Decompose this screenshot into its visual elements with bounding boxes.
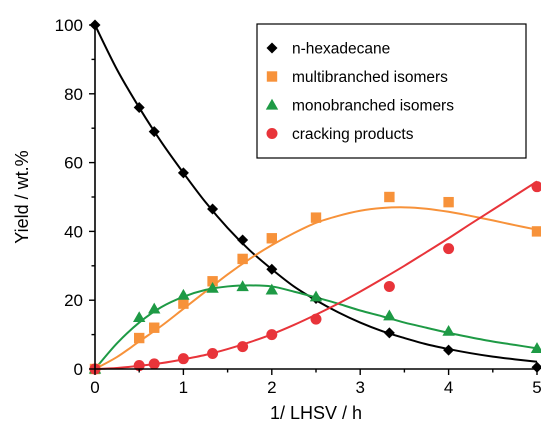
n-hexadecane-point	[266, 263, 278, 275]
legend-multibranched-isomers-label: multibranched isomers	[292, 69, 448, 86]
x-tick-label: 2	[267, 378, 276, 397]
y-tick-label: 0	[74, 360, 83, 379]
legend-cracking-products-marker	[266, 128, 278, 139]
y-tick-label: 60	[64, 154, 83, 173]
x-tick-label: 5	[532, 378, 541, 397]
monobranched-isomers-point	[383, 309, 396, 321]
cracking-products-fit-line	[94, 180, 538, 370]
multibranched-isomers-point	[443, 196, 454, 208]
monobranched-isomers-point	[148, 302, 161, 314]
monobranched-isomers-point	[309, 290, 323, 302]
multibranched-isomers-point	[384, 191, 395, 203]
monobranched-isomers-point	[133, 311, 146, 323]
cracking-products-point	[266, 329, 278, 341]
legend-cracking-products-label: cracking products	[292, 126, 414, 143]
cracking-products-point	[443, 243, 455, 255]
n-hexadecane-point	[148, 126, 160, 138]
x-tick-label: 4	[444, 378, 453, 397]
multibranched-isomers-point	[310, 212, 322, 223]
cracking-products-point	[237, 341, 249, 353]
cracking-products-point	[383, 280, 395, 292]
y-tick-label: 80	[64, 85, 83, 104]
multibranched-isomers-point	[178, 298, 189, 309]
monobranched-isomers-point	[206, 281, 219, 293]
legend-multibranched-isomers-marker	[266, 71, 278, 82]
monobranched-isomers-point	[177, 288, 190, 300]
cracking-products-point	[310, 313, 322, 325]
cracking-products-point	[148, 358, 160, 370]
x-tick-label: 1	[179, 378, 188, 397]
n-hexadecane-point	[237, 234, 249, 246]
monobranched-isomers-point	[442, 324, 455, 336]
multibranched-isomers-point	[149, 322, 160, 333]
cracking-products-point	[531, 181, 541, 193]
monobranched-isomers-point	[236, 280, 249, 292]
x-tick-label: 3	[355, 378, 364, 397]
multibranched-isomers-fit-line	[94, 206, 538, 370]
legend: n-hexadecane multibranched isomers monobra…	[256, 23, 527, 159]
multibranched-isomers-point	[237, 253, 248, 265]
y-tick-label: 40	[64, 222, 83, 241]
axes	[94, 23, 539, 370]
multibranched-isomers-point	[134, 332, 145, 344]
n-hexadecane-point	[383, 327, 395, 339]
n-hexadecane-point	[443, 344, 455, 356]
multibranched-isomers-point	[266, 233, 277, 244]
n-hexadecane-point	[133, 102, 145, 114]
legend-monobranched-isomers-label: monobranched isomers	[292, 98, 454, 115]
monobranched-isomers-point	[530, 342, 541, 354]
multibranched-isomers-point	[207, 276, 218, 287]
legend-monobranched-isomers-marker	[265, 98, 279, 110]
cracking-products-point	[177, 353, 189, 365]
n-hexadecane-point	[207, 203, 219, 215]
multibranched-isomers-point	[531, 226, 541, 237]
x-tick-label: 0	[90, 378, 99, 397]
n-hexadecane-point	[177, 167, 189, 179]
x-axis-title: 1/ LHSV / h	[270, 403, 362, 423]
legend-n-hexadecane-marker	[266, 42, 278, 54]
cracking-products-point	[207, 348, 219, 360]
ticks: 0 1 2 3 4 5 0 20 40 60 80 100	[55, 16, 541, 397]
y-tick-label: 20	[64, 291, 83, 310]
n-hexadecane-point	[531, 361, 541, 373]
legend-n-hexadecane-label: n-hexadecane	[292, 41, 390, 58]
legend-box	[256, 23, 527, 159]
monobranched-isomers-point	[265, 283, 278, 295]
y-axis-title: Yield / wt.%	[12, 150, 32, 243]
y-tick-label: 100	[55, 16, 83, 35]
